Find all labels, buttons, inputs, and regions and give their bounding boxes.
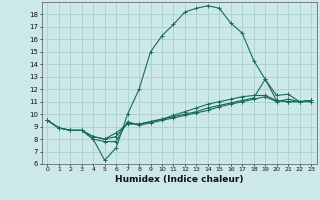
X-axis label: Humidex (Indice chaleur): Humidex (Indice chaleur) [115,175,244,184]
